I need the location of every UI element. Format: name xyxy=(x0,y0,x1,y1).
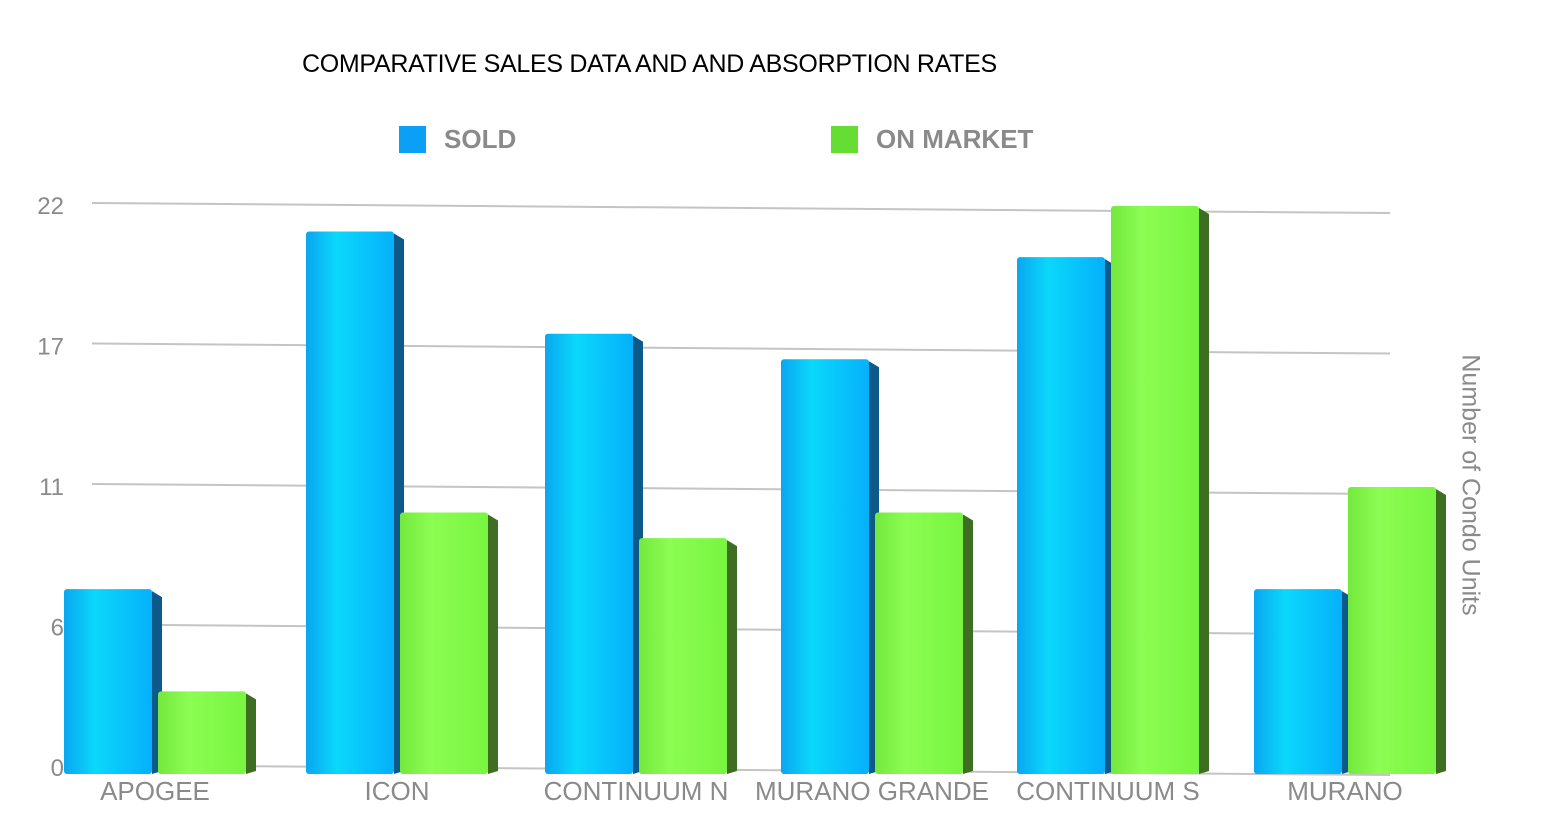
bar-side xyxy=(727,540,737,774)
legend-item-on-market: ON MARKET xyxy=(831,124,1033,155)
x-tick-label: ICON xyxy=(365,776,430,806)
x-tick-label: APOGEE xyxy=(100,776,210,806)
bar-side xyxy=(1199,208,1209,774)
bar-on-market-continuum-s xyxy=(1111,206,1209,774)
bar-sold-murano xyxy=(1254,589,1352,774)
bar-on-market-continuum-n xyxy=(639,538,737,774)
y-tick-label: 0 xyxy=(51,755,64,782)
bar-on-market-icon xyxy=(400,512,498,774)
bar-face xyxy=(639,538,727,774)
bar-face xyxy=(64,589,152,774)
bar-on-market-murano xyxy=(1348,487,1446,774)
bar-sold-continuum-s xyxy=(1017,257,1115,774)
bar-side xyxy=(963,514,973,774)
y-tick-label: 22 xyxy=(37,193,64,220)
bar-side xyxy=(488,514,498,774)
x-tick-label: MURANO GRANDE xyxy=(755,776,989,806)
bar-sold-icon xyxy=(306,231,404,774)
x-tick-label: CONTINUUM S xyxy=(1016,776,1199,806)
y-tick-label: 17 xyxy=(37,334,64,361)
bar-face xyxy=(1017,257,1105,774)
legend-item-sold: SOLD xyxy=(399,124,516,155)
legend-label-on-market: ON MARKET xyxy=(876,124,1034,154)
bar-face xyxy=(545,333,633,774)
legend-swatch-on-market xyxy=(831,126,858,153)
x-tick-label: CONTINUUM N xyxy=(544,776,729,806)
y-tick-label: 6 xyxy=(51,615,64,642)
bar-face xyxy=(400,512,488,774)
bar-sold-murano-grande xyxy=(781,359,879,774)
bar-side xyxy=(1436,489,1446,774)
bar-face xyxy=(1111,206,1199,774)
bar-face xyxy=(158,691,246,774)
bar-face xyxy=(1348,487,1436,774)
bar-on-market-murano-grande xyxy=(875,512,973,774)
bar-side xyxy=(246,693,256,774)
bar-face xyxy=(1254,589,1342,774)
bar-face xyxy=(306,231,394,774)
bar-face xyxy=(781,359,869,774)
bar-on-market-apogee xyxy=(158,691,256,774)
legend-swatch-sold xyxy=(399,126,426,153)
y-tick-label: 11 xyxy=(39,474,64,501)
x-tick-label: MURANO xyxy=(1287,776,1403,806)
bar-face xyxy=(875,512,963,774)
legend-label-sold: SOLD xyxy=(444,124,517,154)
bar-sold-apogee xyxy=(64,589,162,774)
chart-title: COMPARATIVE SALES DATA AND AND ABSORPTIO… xyxy=(302,50,997,78)
bar-sold-continuum-n xyxy=(545,333,643,774)
